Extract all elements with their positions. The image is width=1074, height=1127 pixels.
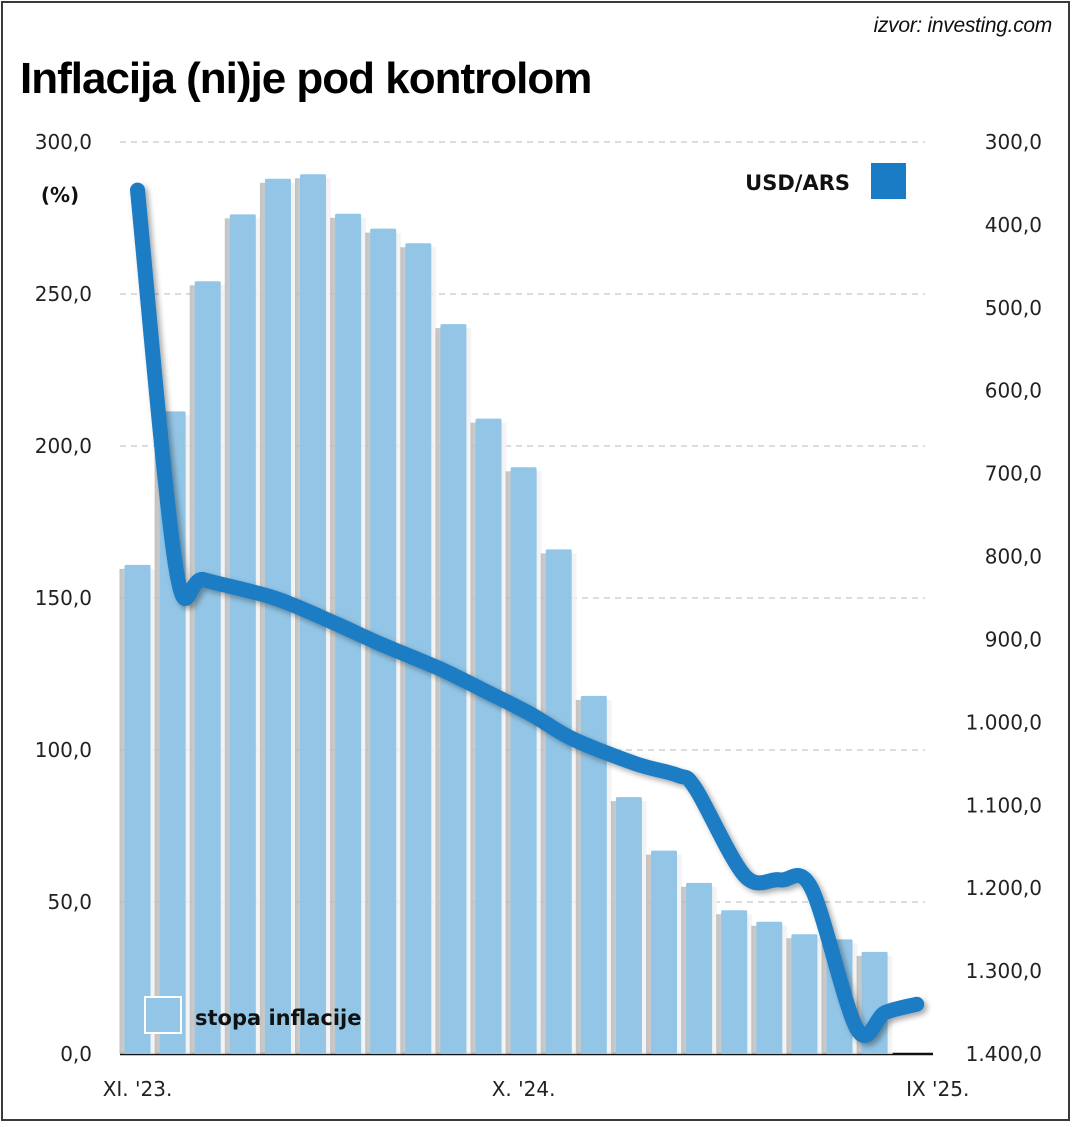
right-axis: 300,0 400,0 500,0 600,0 700,0 800,0 900,0 1.000…	[966, 130, 1042, 1066]
right-tick-label: 900,0	[985, 627, 1042, 651]
bar	[756, 921, 783, 1054]
bar	[721, 910, 748, 1054]
right-tick-label: 1.300,0	[966, 959, 1042, 983]
bar	[264, 178, 291, 1054]
legends: stopa inflacije USD/ARS	[144, 163, 906, 1034]
left-tick-label: 200,0	[35, 434, 92, 458]
right-tick-label: 600,0	[985, 379, 1042, 403]
chart-title: Inflacija (ni)je pod kontrolom	[20, 54, 592, 103]
right-tick-label: 1.000,0	[966, 710, 1042, 734]
x-tick-label: XI. '23.	[103, 1077, 173, 1101]
x-tick-label: X. '24.	[492, 1077, 556, 1101]
legend-swatch-inflation	[144, 996, 182, 1034]
right-tick-label: 800,0	[985, 545, 1042, 569]
bar	[615, 797, 642, 1054]
bar	[475, 418, 502, 1054]
x-tick-label: IX '25.	[906, 1077, 969, 1101]
left-axis-unit: (%)	[41, 183, 79, 207]
bar	[124, 564, 151, 1054]
right-tick-label: 300,0	[985, 130, 1042, 154]
right-tick-label: 400,0	[985, 213, 1042, 237]
right-tick-label: 1.200,0	[966, 876, 1042, 900]
bar	[651, 850, 677, 1054]
bar	[194, 281, 221, 1054]
bar	[229, 214, 256, 1055]
left-tick-label: 150,0	[35, 586, 92, 610]
right-tick-label: 500,0	[985, 296, 1042, 320]
bar	[791, 934, 818, 1054]
right-tick-label: 1.400,0	[966, 1042, 1042, 1066]
source-credit: izvor: investing.com	[873, 14, 1053, 37]
left-tick-label: 0,0	[60, 1042, 92, 1066]
bar	[405, 243, 432, 1054]
bar	[580, 695, 607, 1054]
left-tick-label: 300,0	[35, 130, 92, 154]
left-tick-label: 250,0	[35, 282, 92, 306]
left-tick-label: 50,0	[47, 890, 92, 914]
bar	[686, 882, 713, 1054]
right-tick-label: 1.100,0	[966, 793, 1042, 817]
line-series	[130, 182, 925, 1044]
left-tick-label: 100,0	[35, 738, 92, 762]
x-axis: XI. '23. X. '24. IX '25.	[103, 1077, 970, 1101]
bar	[440, 324, 467, 1054]
legend-swatch-usd-ars	[871, 163, 906, 199]
legend-label-inflation: stopa inflacije	[195, 1006, 361, 1030]
legend-label-usd-ars: USD/ARS	[745, 171, 850, 195]
left-axis: 0,0 50,0 100,0 150,0 200,0 250,0 300,0 (%)	[35, 130, 92, 1066]
usd-ars-line	[130, 182, 925, 1044]
right-tick-label: 700,0	[985, 462, 1042, 486]
bar	[510, 467, 537, 1054]
bar	[545, 549, 572, 1054]
bar-series	[119, 174, 893, 1055]
